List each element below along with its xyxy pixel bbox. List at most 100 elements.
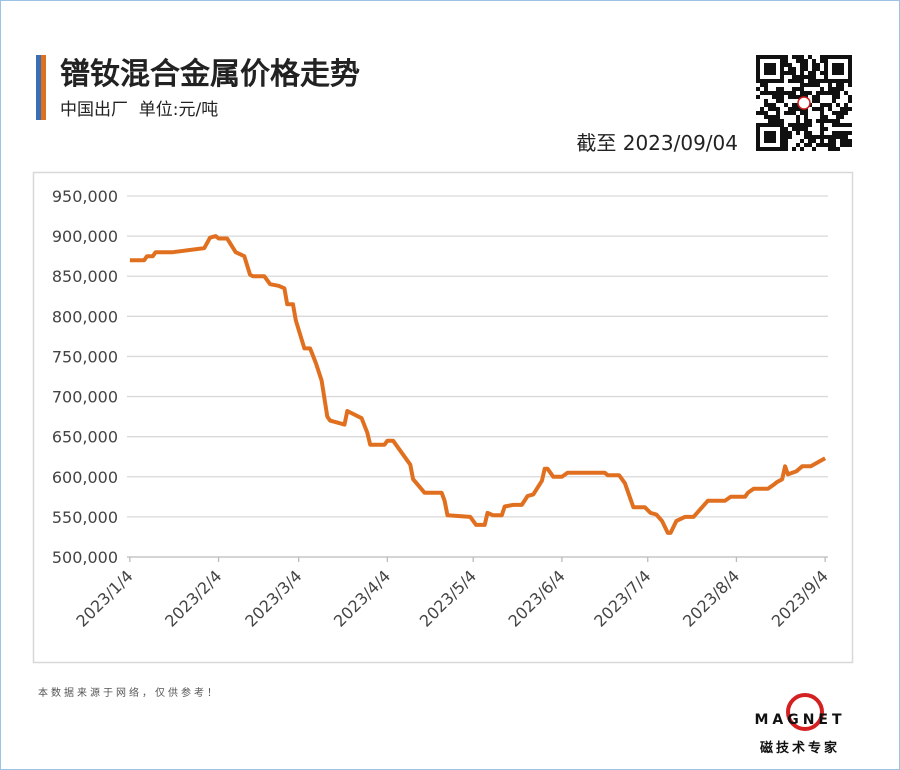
qr-finder-core <box>764 63 776 75</box>
qr-cell <box>808 135 812 139</box>
qr-cell <box>804 123 808 127</box>
qr-cell <box>788 79 792 83</box>
accent-bar-blue <box>36 55 41 120</box>
qr-cell <box>776 111 780 115</box>
qr-cell <box>780 119 784 123</box>
qr-cell <box>792 79 796 83</box>
qr-cell <box>812 59 816 63</box>
qr-cell <box>836 87 840 91</box>
qr-cell <box>832 135 836 139</box>
qr-cell <box>824 119 828 123</box>
qr-cell <box>820 135 824 139</box>
qr-cell <box>800 87 804 91</box>
qr-cell <box>804 63 808 67</box>
qr-cell <box>816 79 820 83</box>
qr-cell <box>844 143 848 147</box>
qr-cell <box>796 79 800 83</box>
qr-cell <box>760 111 764 115</box>
qr-cell <box>776 87 780 91</box>
qr-cell <box>792 91 796 95</box>
qr-cell <box>764 91 768 95</box>
qr-cell <box>792 123 796 127</box>
qr-cell <box>796 119 800 123</box>
qr-cell <box>816 135 820 139</box>
qr-cell <box>792 103 796 107</box>
qr-cell <box>812 95 816 99</box>
qr-cell <box>816 119 820 123</box>
qr-cell <box>756 111 760 115</box>
qr-cell <box>764 99 768 103</box>
qr-cell <box>768 107 772 111</box>
chart-subtitle: 中国出厂 单位:元/吨 <box>60 100 218 120</box>
brand-caption: 磁技术专家 <box>760 740 840 756</box>
qr-cell <box>812 71 816 75</box>
qr-cell <box>828 135 832 139</box>
qr-cell <box>812 63 816 67</box>
qr-cell <box>848 95 852 99</box>
qr-cell <box>844 107 848 111</box>
qr-cell <box>776 115 780 119</box>
qr-cell <box>784 143 788 147</box>
qr-cell <box>808 55 812 59</box>
qr-cell <box>820 139 824 143</box>
qr-cell <box>836 147 840 151</box>
qr-cell <box>784 91 788 95</box>
qr-cell <box>772 107 776 111</box>
qr-cell <box>832 95 836 99</box>
qr-cell <box>784 59 788 63</box>
qr-cell <box>808 79 812 83</box>
qr-cell <box>812 67 816 71</box>
y-tick-label: 650,000 <box>52 428 118 447</box>
qr-cell <box>848 107 852 111</box>
qr-cell <box>808 71 812 75</box>
qr-cell <box>848 131 852 135</box>
qr-cell <box>808 123 812 127</box>
qr-cell <box>820 111 824 115</box>
y-tick-label: 800,000 <box>52 307 118 326</box>
qr-cell <box>840 83 844 87</box>
qr-cell <box>804 135 808 139</box>
qr-cell <box>848 139 852 143</box>
qr-cell <box>796 55 800 59</box>
qr-cell <box>804 111 808 115</box>
qr-cell <box>796 95 800 99</box>
qr-cell <box>764 83 768 87</box>
qr-cell <box>764 111 768 115</box>
qr-cell <box>840 87 844 91</box>
qr-cell <box>828 87 832 91</box>
qr-finder <box>824 55 852 83</box>
qr-cell <box>848 99 852 103</box>
qr-cell <box>772 119 776 123</box>
qr-cell <box>812 75 816 79</box>
qr-cell <box>816 83 820 87</box>
qr-cell <box>812 147 816 151</box>
qr-cell <box>840 111 844 115</box>
qr-cell <box>800 123 804 127</box>
qr-cell <box>812 107 816 111</box>
qr-cell <box>800 75 804 79</box>
qr-cell <box>836 115 840 119</box>
qr-cell <box>816 143 820 147</box>
qr-cell <box>780 95 784 99</box>
qr-cell <box>808 83 812 87</box>
qr-cell <box>796 123 800 127</box>
qr-cell <box>784 103 788 107</box>
qr-cell <box>844 139 848 143</box>
qr-cell <box>816 99 820 103</box>
qr-cell <box>784 111 788 115</box>
qr-cell <box>764 103 768 107</box>
qr-cell <box>804 83 808 87</box>
qr-cell <box>796 59 800 63</box>
qr-cell <box>792 67 796 71</box>
qr-cell <box>824 127 828 131</box>
qr-cell <box>840 139 844 143</box>
qr-cell <box>784 55 788 59</box>
qr-cell <box>776 99 780 103</box>
qr-cell <box>832 119 836 123</box>
y-tick-label: 950,000 <box>52 187 118 206</box>
qr-cell <box>792 107 796 111</box>
qr-cell <box>832 99 836 103</box>
qr-cell <box>784 71 788 75</box>
qr-finder <box>756 123 784 151</box>
